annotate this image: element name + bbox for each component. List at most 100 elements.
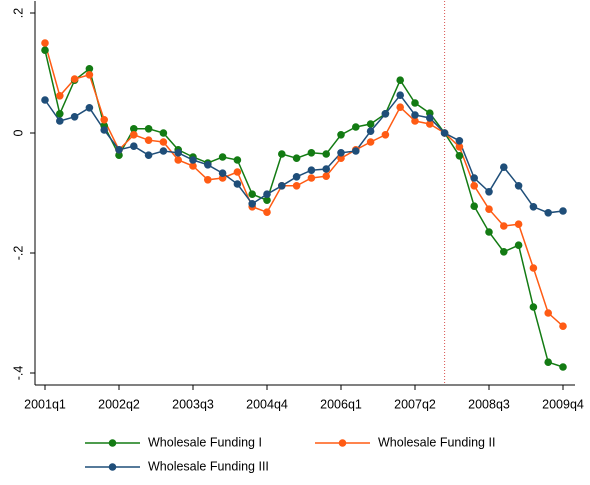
x-tick-label: 2004q4 xyxy=(246,397,288,411)
legend-marker xyxy=(108,439,117,447)
point xyxy=(352,147,360,155)
point xyxy=(396,103,405,111)
point xyxy=(159,138,168,146)
point xyxy=(189,162,197,170)
x-tick-label: 2007q2 xyxy=(394,397,436,411)
point xyxy=(115,146,123,154)
point xyxy=(396,76,405,84)
point xyxy=(218,169,227,177)
point xyxy=(204,161,212,169)
point xyxy=(455,152,464,160)
point xyxy=(218,153,227,161)
x-tick-label: 2008q3 xyxy=(468,397,510,411)
point xyxy=(248,200,256,208)
legend-marker xyxy=(108,463,117,471)
legend-marker xyxy=(338,439,347,447)
point xyxy=(322,172,331,180)
point xyxy=(85,71,94,79)
point xyxy=(500,222,508,230)
point xyxy=(559,207,567,215)
point xyxy=(455,137,464,145)
point xyxy=(41,96,49,104)
point xyxy=(70,75,79,83)
point xyxy=(292,182,301,190)
point xyxy=(337,131,345,139)
point xyxy=(233,168,242,176)
point xyxy=(204,176,212,184)
point xyxy=(174,149,182,157)
point xyxy=(100,126,108,134)
point xyxy=(144,136,153,144)
point xyxy=(514,182,523,190)
point xyxy=(100,116,108,124)
point xyxy=(233,156,242,164)
point xyxy=(144,151,153,159)
point xyxy=(322,150,331,158)
point xyxy=(470,182,479,190)
point xyxy=(278,182,286,190)
legend-label: Wholesale Funding III xyxy=(148,459,269,473)
series-line xyxy=(44,42,564,327)
point xyxy=(130,142,138,150)
point xyxy=(307,149,316,157)
point xyxy=(544,209,552,217)
point xyxy=(263,196,271,204)
point xyxy=(559,363,567,371)
point xyxy=(322,165,331,173)
point xyxy=(529,264,538,272)
legend-label: Wholesale Funding II xyxy=(378,435,495,449)
point xyxy=(544,358,552,367)
point xyxy=(307,166,316,174)
point xyxy=(189,156,197,164)
series-line xyxy=(44,93,564,214)
point xyxy=(485,205,493,213)
point xyxy=(263,208,271,216)
point xyxy=(144,125,153,133)
point xyxy=(426,114,434,122)
y-tick-label: .2 xyxy=(11,8,25,18)
point xyxy=(485,188,493,196)
point xyxy=(130,125,138,133)
point xyxy=(544,309,552,317)
point xyxy=(337,149,345,157)
point xyxy=(366,127,375,135)
x-tick-label: 2006q1 xyxy=(320,397,362,411)
point xyxy=(263,190,271,198)
point xyxy=(381,131,390,139)
point xyxy=(278,150,286,158)
point xyxy=(411,117,419,125)
point xyxy=(411,111,419,119)
y-tick-label: -.2 xyxy=(11,246,25,261)
point xyxy=(366,120,375,128)
point xyxy=(440,129,449,137)
point xyxy=(455,143,464,151)
y-tick-label: -.4 xyxy=(11,366,25,381)
point xyxy=(130,131,138,139)
point xyxy=(500,163,508,171)
point xyxy=(470,174,479,182)
point xyxy=(174,156,182,164)
x-tick-label: 2009q4 xyxy=(542,397,584,411)
point xyxy=(292,154,301,162)
point xyxy=(559,322,567,331)
point xyxy=(159,129,168,137)
point xyxy=(159,147,168,155)
point xyxy=(514,220,523,228)
point xyxy=(233,180,242,188)
point xyxy=(337,154,345,162)
point xyxy=(292,173,301,181)
y-tick-label: 0 xyxy=(11,129,25,136)
point xyxy=(426,120,434,128)
point xyxy=(514,241,523,249)
point xyxy=(485,228,493,236)
point xyxy=(352,123,360,131)
point xyxy=(500,248,508,256)
point xyxy=(248,190,256,198)
point xyxy=(56,92,64,100)
point xyxy=(366,138,375,146)
point xyxy=(470,202,479,210)
point xyxy=(85,104,94,112)
point xyxy=(529,303,538,311)
x-tick-label: 2003q3 xyxy=(172,397,214,411)
